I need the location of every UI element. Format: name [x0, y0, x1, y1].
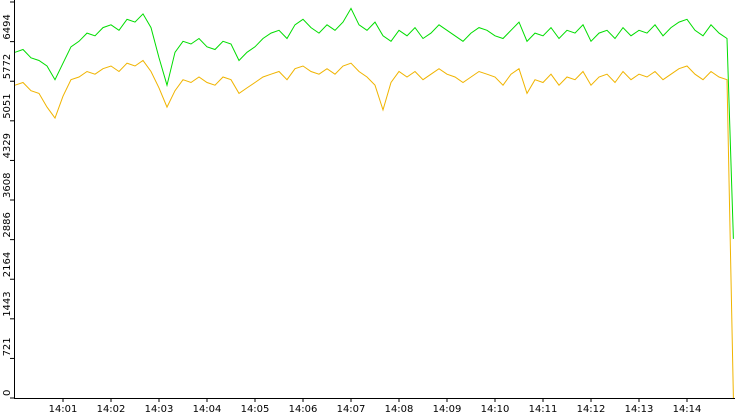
- y-tick-label: 5772: [2, 54, 13, 79]
- y-tick-label: 6494: [2, 14, 13, 39]
- y-tick-label: 4329: [2, 133, 13, 158]
- y-tick-label: 2164: [2, 252, 13, 277]
- x-tick-label: 14:05: [241, 404, 270, 415]
- x-tick-label: 14:13: [625, 404, 654, 415]
- y-tick-label: 0: [2, 390, 13, 396]
- x-tick-label: 14:11: [529, 404, 558, 415]
- series-line: [14, 7, 734, 239]
- x-tick-label: 14:04: [193, 404, 222, 415]
- y-tick-label: 5051: [2, 93, 13, 118]
- y-tick-label: 2886: [2, 212, 13, 237]
- x-tick-label: 14:01: [49, 404, 78, 415]
- x-tick-label: 14:06: [289, 404, 318, 415]
- x-tick-label: 14:02: [97, 404, 126, 415]
- y-tick-label: 1443: [2, 291, 13, 316]
- x-tick-label: 14:03: [145, 404, 174, 415]
- x-tick-label: 14:14: [673, 404, 702, 415]
- y-tick-label: 721: [2, 337, 13, 356]
- x-tick-label: 14:10: [481, 404, 510, 415]
- y-tick-label: 3608: [2, 173, 13, 198]
- series-line: [14, 59, 734, 399]
- x-tick-label: 14:07: [337, 404, 366, 415]
- x-tick-label: 14:08: [385, 404, 414, 415]
- x-tick-label: 14:12: [577, 404, 606, 415]
- x-tick-label: 14:09: [433, 404, 462, 415]
